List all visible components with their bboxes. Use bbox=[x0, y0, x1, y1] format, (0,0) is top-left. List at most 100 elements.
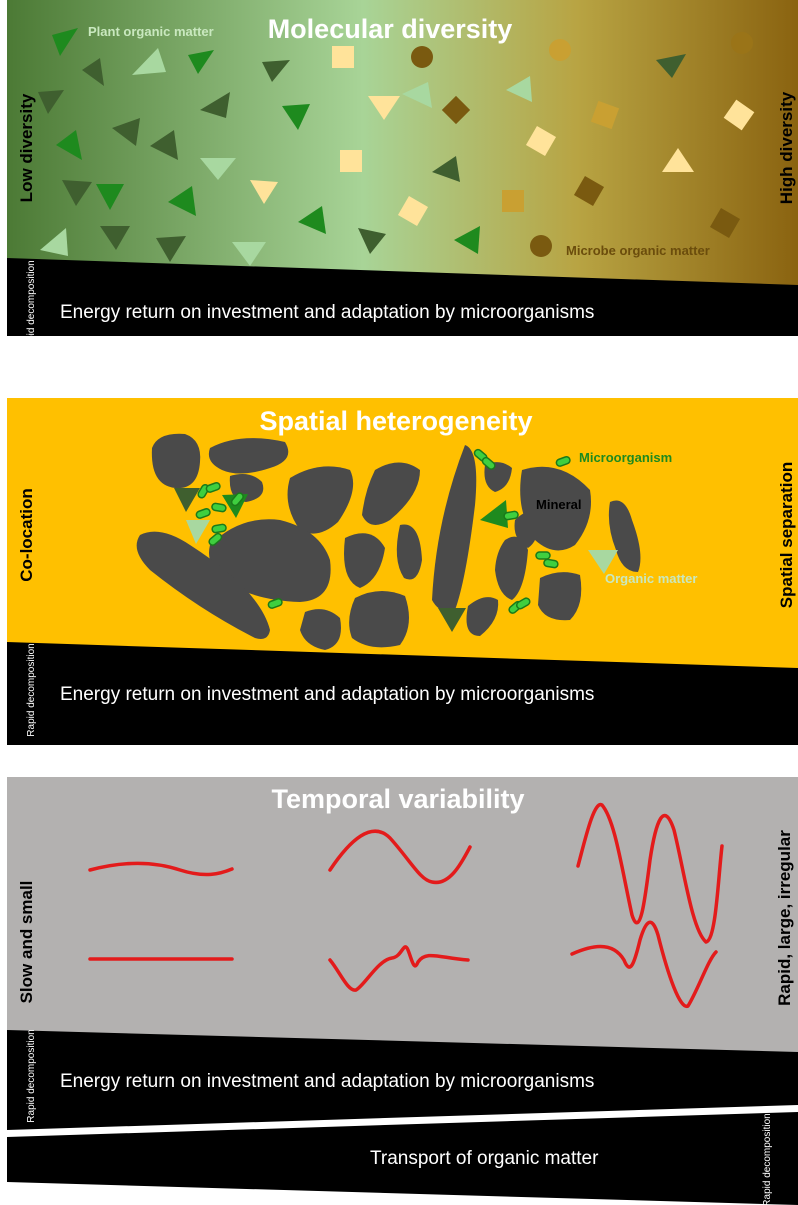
microorganism-cell bbox=[195, 508, 211, 519]
microbe-molecule-square bbox=[590, 100, 620, 130]
microbe-molecule-square bbox=[709, 207, 741, 239]
mineral-rock bbox=[608, 500, 641, 572]
microorganism-cell bbox=[535, 551, 551, 560]
mineral-rock bbox=[466, 597, 499, 636]
soil-rocks bbox=[136, 433, 641, 650]
high-diversity-label: High diversity bbox=[777, 91, 796, 204]
rapid-curve-bottom bbox=[570, 920, 718, 1008]
microbe-molecule-triangle bbox=[250, 180, 278, 204]
organic-matter-triangles bbox=[174, 488, 618, 632]
microorganism-cell bbox=[543, 558, 559, 569]
panel-molecular-diversity: Molecular diversity Plant organic matter… bbox=[7, 0, 798, 354]
erio-band-1 bbox=[7, 258, 798, 336]
microbe-molecule-triangle bbox=[662, 148, 694, 172]
plant-molecule-triangle bbox=[454, 226, 480, 254]
microorganism-label: Microorganism bbox=[579, 450, 672, 465]
mineral-rock bbox=[349, 590, 409, 648]
plant-molecule-triangle bbox=[262, 60, 290, 82]
mineral-rock bbox=[209, 519, 331, 602]
transport-band: Transport of organic matter Rapid decomp… bbox=[7, 1112, 798, 1205]
microbe-molecule-circle bbox=[411, 46, 433, 68]
mineral-rock bbox=[287, 466, 354, 534]
plant-molecule-triangle bbox=[168, 186, 196, 216]
mineral-rock bbox=[208, 438, 289, 474]
plant-molecule-triangle bbox=[232, 242, 266, 266]
plant-molecule-triangle bbox=[358, 228, 386, 254]
plant-molecule-triangle bbox=[62, 180, 92, 206]
microorganism-cell bbox=[481, 456, 496, 470]
microbe-molecule-circle bbox=[530, 235, 552, 257]
rapid-curve-top bbox=[576, 803, 724, 944]
microbe-molecule-square bbox=[332, 46, 354, 68]
erio-band-3 bbox=[7, 1030, 798, 1130]
microbe-molecule-square bbox=[340, 150, 362, 172]
microorganism-cell bbox=[555, 456, 571, 467]
microorganisms bbox=[195, 448, 571, 614]
microorganism-cell bbox=[211, 502, 227, 513]
mineral-rock bbox=[514, 511, 539, 548]
band1-side-label: Rapid decomposition bbox=[26, 260, 37, 353]
band2-side-label: Rapid decomposition bbox=[26, 643, 37, 736]
microbe-molecule-square bbox=[502, 190, 524, 212]
mineral-rock bbox=[300, 609, 341, 650]
low-diversity-label: Low diversity bbox=[17, 93, 36, 202]
microorganism-cell bbox=[267, 598, 283, 609]
microbe-molecule-square bbox=[525, 125, 557, 157]
mineral-rock bbox=[362, 462, 420, 525]
plant-molecule-triangle bbox=[38, 90, 64, 114]
medium-curve-bottom bbox=[328, 945, 470, 992]
mineral-rock bbox=[344, 533, 385, 588]
microorganism-cell bbox=[515, 597, 531, 610]
microorganism-cell bbox=[205, 482, 221, 493]
panel-spatial-heterogeneity: Spatial heterogeneity Microorganism Mine… bbox=[7, 398, 798, 745]
microorganism-cell bbox=[503, 510, 519, 521]
panel3-background bbox=[7, 777, 798, 1060]
microbe-molecule-triangle bbox=[368, 96, 400, 120]
co-location-label: Co-location bbox=[17, 488, 36, 582]
plant-molecule-triangle bbox=[656, 54, 686, 78]
plant-molecule-triangle bbox=[52, 28, 78, 56]
rapid-large-irregular-label: Rapid, large, irregular bbox=[775, 830, 794, 1006]
band3-text: Energy return on investment and adaptati… bbox=[60, 1071, 594, 1092]
plant-molecule-triangle bbox=[56, 130, 82, 160]
plant-molecule-triangle bbox=[506, 76, 532, 102]
band2-text: Energy return on investment and adaptati… bbox=[60, 684, 594, 705]
microorganism-cell bbox=[208, 532, 223, 546]
plant-molecule-triangle bbox=[298, 206, 326, 234]
plant-molecule-triangle bbox=[200, 92, 230, 118]
transport-wedge bbox=[7, 1112, 798, 1205]
transport-text: Transport of organic matter bbox=[370, 1148, 599, 1169]
organic-matter-triangle bbox=[174, 488, 200, 512]
microbe-molecule-square bbox=[723, 99, 755, 131]
organic-matter-triangle bbox=[186, 520, 210, 544]
plant-molecule-triangle bbox=[188, 50, 214, 74]
plant-molecule-triangle bbox=[282, 104, 310, 130]
plant-molecule-triangle bbox=[112, 118, 140, 146]
slow-small-curve-top bbox=[88, 861, 234, 877]
organic-matter-triangle bbox=[438, 608, 466, 632]
plant-molecule-triangle bbox=[96, 184, 124, 210]
microbe-molecule-circle bbox=[549, 39, 571, 61]
microorganism-cell bbox=[211, 523, 227, 534]
panel3-title: Temporal variability bbox=[271, 784, 524, 814]
organic-matter-triangle bbox=[588, 550, 618, 574]
mineral-rock bbox=[136, 531, 270, 639]
slow-small-label: Slow and small bbox=[17, 881, 36, 1004]
mineral-rock bbox=[396, 524, 422, 580]
band3-side-label: Rapid decomposition bbox=[26, 1029, 37, 1122]
plant-molecule-triangle bbox=[100, 226, 130, 250]
mineral-rock bbox=[151, 433, 201, 489]
panel1-title: Molecular diversity bbox=[268, 14, 513, 44]
band1-text: Energy return on investment and adaptati… bbox=[60, 302, 594, 323]
erio-band-2 bbox=[7, 642, 798, 745]
mineral-rock bbox=[495, 536, 528, 600]
plant-molecule-triangle bbox=[402, 82, 432, 108]
transport-side-label: Rapid decomposition bbox=[762, 1113, 773, 1205]
microorganism-cell bbox=[230, 492, 244, 507]
plant-molecule-triangle bbox=[150, 130, 178, 160]
plant-molecule-triangle bbox=[200, 158, 236, 180]
temporal-curves bbox=[88, 803, 724, 1008]
microbe-molecule-square bbox=[573, 175, 605, 207]
microbe-organic-matter-label: Microbe organic matter bbox=[566, 243, 710, 258]
